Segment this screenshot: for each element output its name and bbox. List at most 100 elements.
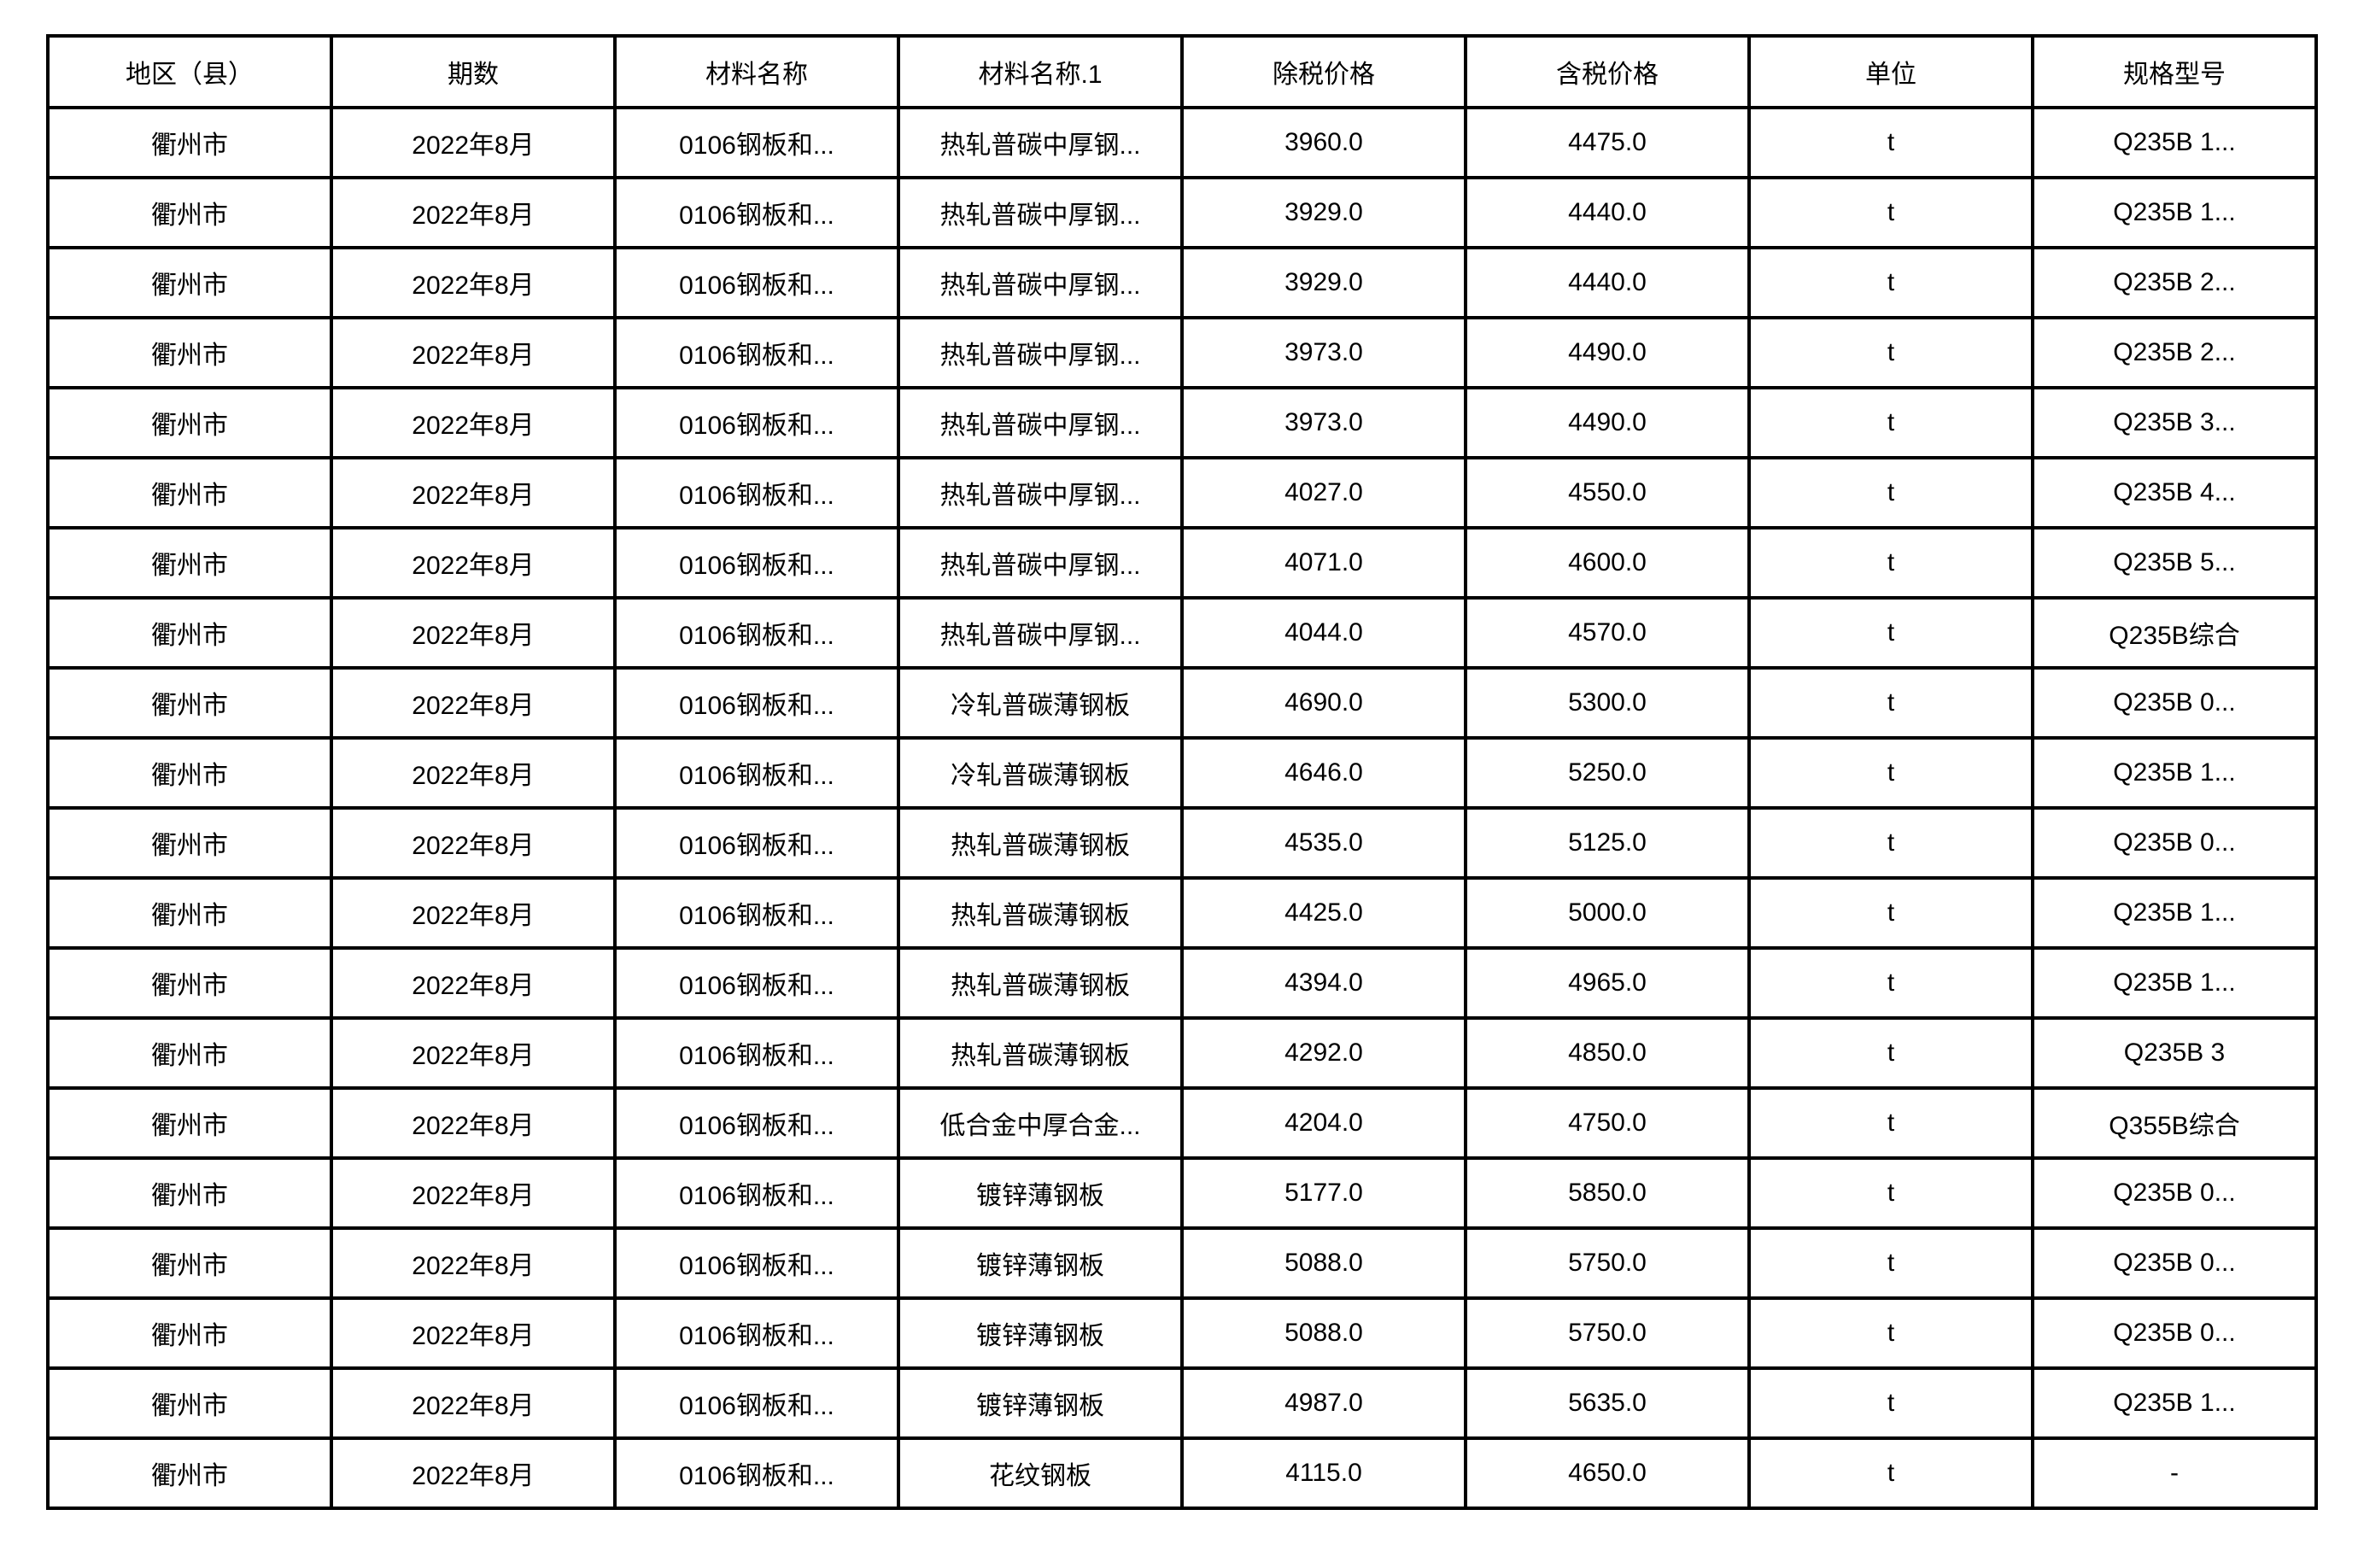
table-cell: 4646.0 [1182,738,1466,808]
table-cell: 3973.0 [1182,318,1466,388]
table-cell: 0106钢板和... [615,388,898,458]
table-cell: 5850.0 [1466,1158,1749,1228]
table-cell: 衢州市 [48,1298,331,1368]
table-cell: 0106钢板和... [615,1158,898,1228]
col-header-material-name-1: 材料名称.1 [898,36,1182,108]
page-container: 地区（县） 期数 材料名称 材料名称.1 除税价格 含税价格 单位 规格型号 衢… [0,0,2364,1568]
table-cell: 4535.0 [1182,808,1466,878]
table-cell: 4071.0 [1182,528,1466,598]
table-cell: t [1749,738,2033,808]
table-cell: 衢州市 [48,1368,331,1438]
table-cell: 镀锌薄钢板 [898,1228,1182,1298]
table-cell: 0106钢板和... [615,108,898,178]
table-row: 衢州市2022年8月0106钢板和...热轧普碳中厚钢...3960.04475… [48,108,2316,178]
table-row: 衢州市2022年8月0106钢板和...镀锌薄钢板5177.05850.0tQ2… [48,1158,2316,1228]
table-row: 衢州市2022年8月0106钢板和...热轧普碳中厚钢...3929.04440… [48,178,2316,248]
table-cell: 冷轧普碳薄钢板 [898,668,1182,738]
table-cell: 热轧普碳中厚钢... [898,178,1182,248]
table-cell: 4394.0 [1182,948,1466,1018]
table-cell: 0106钢板和... [615,458,898,528]
table-cell: Q235B 1... [2033,948,2316,1018]
table-cell: 衢州市 [48,738,331,808]
table-cell: 4440.0 [1466,248,1749,318]
table-cell: Q355B综合 [2033,1088,2316,1158]
table-cell: 0106钢板和... [615,528,898,598]
table-cell: 0106钢板和... [615,178,898,248]
table-cell: Q235B 3 [2033,1018,2316,1088]
table-cell: 0106钢板和... [615,318,898,388]
table-cell: 0106钢板和... [615,598,898,668]
table-cell: 5088.0 [1182,1298,1466,1368]
table-cell: t [1749,808,2033,878]
table-cell: t [1749,668,2033,738]
table-cell: 衢州市 [48,318,331,388]
table-cell: 冷轧普碳薄钢板 [898,738,1182,808]
table-cell: 热轧普碳中厚钢... [898,458,1182,528]
table-row: 衢州市2022年8月0106钢板和...镀锌薄钢板5088.05750.0tQ2… [48,1228,2316,1298]
table-cell: t [1749,458,2033,528]
table-cell: 4650.0 [1466,1438,1749,1508]
table-cell: 热轧普碳中厚钢... [898,318,1182,388]
table-cell: 衢州市 [48,878,331,948]
table-cell: 0106钢板和... [615,668,898,738]
table-cell: 衢州市 [48,458,331,528]
table-cell: 热轧普碳薄钢板 [898,878,1182,948]
table-cell: 4965.0 [1466,948,1749,1018]
table-row: 衢州市2022年8月0106钢板和...低合金中厚合金...4204.04750… [48,1088,2316,1158]
table-cell: 4425.0 [1182,878,1466,948]
table-cell: 镀锌薄钢板 [898,1158,1182,1228]
table-cell: t [1749,318,2033,388]
table-cell: 5635.0 [1466,1368,1749,1438]
table-cell: 5300.0 [1466,668,1749,738]
table-cell: 4987.0 [1182,1368,1466,1438]
table-cell: 2022年8月 [331,458,615,528]
table-cell: 3929.0 [1182,248,1466,318]
table-cell: 5125.0 [1466,808,1749,878]
table-cell: 2022年8月 [331,598,615,668]
table-row: 衢州市2022年8月0106钢板和...热轧普碳薄钢板4292.04850.0t… [48,1018,2316,1088]
table-cell: 热轧普碳中厚钢... [898,528,1182,598]
table-cell: t [1749,1298,2033,1368]
table-cell: 4115.0 [1182,1438,1466,1508]
table-cell: 0106钢板和... [615,1438,898,1508]
table-cell: Q235B 0... [2033,808,2316,878]
table-cell: Q235B 4... [2033,458,2316,528]
table-cell: 2022年8月 [331,1158,615,1228]
table-cell: 4850.0 [1466,1018,1749,1088]
table-cell: 热轧普碳薄钢板 [898,808,1182,878]
col-header-period: 期数 [331,36,615,108]
table-body: 衢州市2022年8月0106钢板和...热轧普碳中厚钢...3960.04475… [48,108,2316,1508]
table-cell: 5177.0 [1182,1158,1466,1228]
table-cell: 4690.0 [1182,668,1466,738]
table-cell: 衢州市 [48,1228,331,1298]
table-cell: 衢州市 [48,1018,331,1088]
table-cell: Q235B 0... [2033,1298,2316,1368]
table-cell: 5750.0 [1466,1228,1749,1298]
table-cell: 热轧普碳中厚钢... [898,598,1182,668]
table-cell: 4490.0 [1466,318,1749,388]
table-cell: 衢州市 [48,598,331,668]
table-cell: Q235B 3... [2033,388,2316,458]
table-cell: t [1749,248,2033,318]
table-cell: 热轧普碳薄钢板 [898,1018,1182,1088]
table-row: 衢州市2022年8月0106钢板和...热轧普碳中厚钢...4071.04600… [48,528,2316,598]
table-cell: Q235B 2... [2033,318,2316,388]
table-cell: 2022年8月 [331,528,615,598]
table-row: 衢州市2022年8月0106钢板和...热轧普碳中厚钢...4027.04550… [48,458,2316,528]
table-cell: t [1749,108,2033,178]
table-cell: 衢州市 [48,178,331,248]
table-cell: Q235B 1... [2033,178,2316,248]
table-cell: 0106钢板和... [615,1018,898,1088]
table-cell: 5088.0 [1182,1228,1466,1298]
table-cell: 5250.0 [1466,738,1749,808]
table-cell: 5750.0 [1466,1298,1749,1368]
table-row: 衢州市2022年8月0106钢板和...热轧普碳中厚钢...4044.04570… [48,598,2316,668]
table-cell: t [1749,948,2033,1018]
table-cell: t [1749,178,2033,248]
table-cell: 衢州市 [48,1088,331,1158]
table-cell: 2022年8月 [331,1088,615,1158]
table-cell: 低合金中厚合金... [898,1088,1182,1158]
table-row: 衢州市2022年8月0106钢板和...镀锌薄钢板4987.05635.0tQ2… [48,1368,2316,1438]
materials-price-table: 地区（县） 期数 材料名称 材料名称.1 除税价格 含税价格 单位 规格型号 衢… [46,34,2318,1510]
table-cell: 0106钢板和... [615,1228,898,1298]
